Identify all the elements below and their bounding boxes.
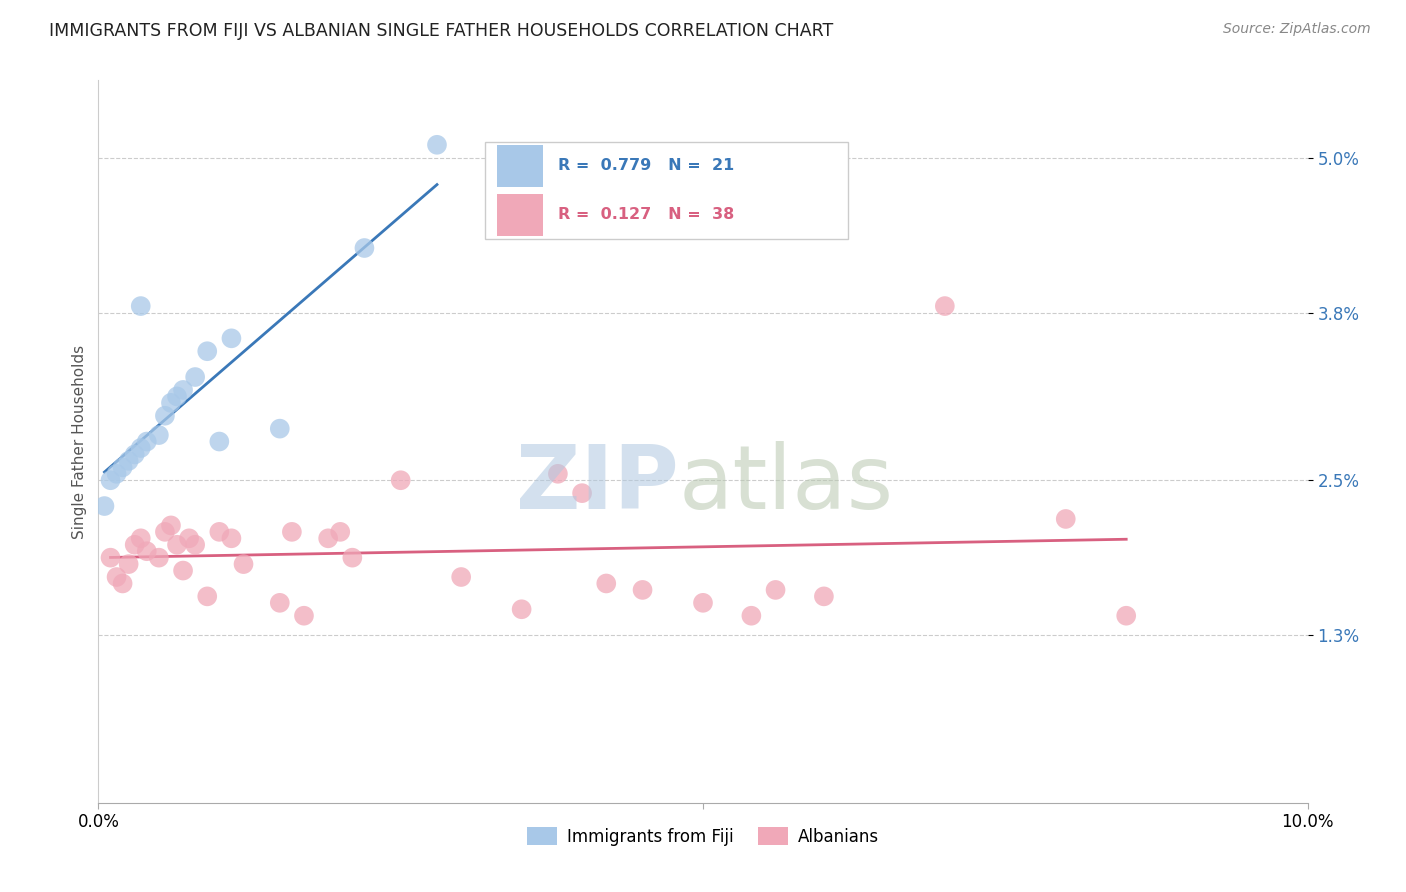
Point bbox=[571, 486, 593, 500]
Point bbox=[765, 582, 787, 597]
Point bbox=[426, 137, 449, 152]
Point bbox=[160, 396, 183, 410]
Point bbox=[172, 564, 194, 578]
Point bbox=[184, 538, 207, 552]
Point bbox=[118, 557, 141, 571]
Point bbox=[172, 383, 194, 397]
Point bbox=[105, 570, 128, 584]
Text: Source: ZipAtlas.com: Source: ZipAtlas.com bbox=[1223, 22, 1371, 37]
Point bbox=[111, 576, 134, 591]
Bar bbox=[498, 194, 543, 235]
Point bbox=[135, 434, 157, 449]
Point bbox=[105, 467, 128, 481]
Point bbox=[547, 467, 569, 481]
Point bbox=[129, 299, 152, 313]
Point bbox=[129, 531, 152, 545]
Point bbox=[195, 590, 218, 604]
Point bbox=[269, 422, 291, 436]
Point bbox=[124, 447, 146, 461]
Point bbox=[160, 518, 183, 533]
Point bbox=[124, 538, 146, 552]
Point bbox=[292, 608, 315, 623]
Point bbox=[1054, 512, 1077, 526]
Point bbox=[153, 524, 176, 539]
Point bbox=[450, 570, 472, 584]
Point bbox=[118, 454, 141, 468]
Point bbox=[510, 602, 533, 616]
Text: ZIP: ZIP bbox=[516, 442, 679, 528]
Point bbox=[631, 582, 654, 597]
Point bbox=[148, 550, 170, 565]
Point bbox=[129, 441, 152, 455]
Text: R =  0.779   N =  21: R = 0.779 N = 21 bbox=[558, 158, 734, 173]
Point bbox=[342, 550, 364, 565]
Text: atlas: atlas bbox=[679, 442, 894, 528]
Point bbox=[93, 499, 115, 513]
FancyBboxPatch shape bbox=[485, 142, 848, 239]
Point bbox=[153, 409, 176, 423]
Legend: Immigrants from Fiji, Albanians: Immigrants from Fiji, Albanians bbox=[520, 821, 886, 852]
Point bbox=[166, 389, 188, 403]
Bar bbox=[498, 145, 543, 187]
Point bbox=[232, 557, 254, 571]
Text: IMMIGRANTS FROM FIJI VS ALBANIAN SINGLE FATHER HOUSEHOLDS CORRELATION CHART: IMMIGRANTS FROM FIJI VS ALBANIAN SINGLE … bbox=[49, 22, 834, 40]
Y-axis label: Single Father Households: Single Father Households bbox=[72, 344, 87, 539]
Point bbox=[813, 590, 835, 604]
Point bbox=[1115, 608, 1137, 623]
Point bbox=[221, 531, 243, 545]
Point bbox=[281, 524, 304, 539]
Point bbox=[148, 428, 170, 442]
Text: R =  0.127   N =  38: R = 0.127 N = 38 bbox=[558, 207, 734, 222]
Point bbox=[208, 524, 231, 539]
Point bbox=[208, 434, 231, 449]
Point bbox=[111, 460, 134, 475]
Point bbox=[179, 531, 201, 545]
Point bbox=[135, 544, 157, 558]
Point bbox=[100, 473, 122, 487]
Point bbox=[740, 608, 762, 623]
Point bbox=[934, 299, 956, 313]
Point bbox=[389, 473, 412, 487]
Point bbox=[269, 596, 291, 610]
Point bbox=[221, 331, 243, 345]
Point bbox=[184, 370, 207, 384]
Point bbox=[166, 538, 188, 552]
Point bbox=[692, 596, 714, 610]
Point bbox=[353, 241, 375, 255]
Point bbox=[195, 344, 218, 359]
Point bbox=[595, 576, 617, 591]
Point bbox=[329, 524, 352, 539]
Point bbox=[316, 531, 339, 545]
Point bbox=[100, 550, 122, 565]
